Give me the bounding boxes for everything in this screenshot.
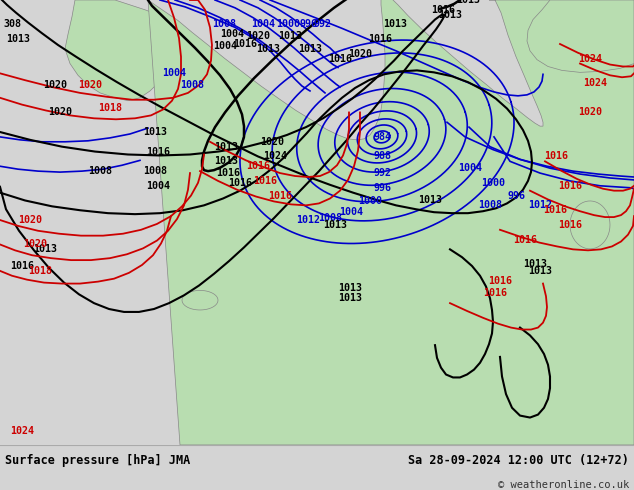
Text: 1004: 1004 [213,41,237,51]
Text: 1016: 1016 [233,39,257,49]
Text: © weatheronline.co.uk: © weatheronline.co.uk [498,480,629,490]
Text: 1012: 1012 [528,200,552,210]
Text: 992: 992 [373,168,391,178]
Text: 1016: 1016 [368,34,392,44]
Polygon shape [65,0,172,101]
Text: 1004: 1004 [251,20,275,29]
Text: 1013: 1013 [323,220,347,230]
Text: 1016: 1016 [253,176,277,186]
Text: 1020: 1020 [23,240,47,249]
Text: 1024: 1024 [583,78,607,88]
Text: 1018: 1018 [98,102,122,113]
Text: 1016: 1016 [431,5,455,15]
Text: 1013: 1013 [338,283,362,294]
Text: 1008: 1008 [143,166,167,176]
Text: 1004: 1004 [220,29,244,39]
Polygon shape [182,291,218,310]
Text: 1000: 1000 [481,178,505,188]
Text: 1020: 1020 [18,215,42,225]
Text: 1016: 1016 [146,147,170,157]
Text: 1004: 1004 [146,181,170,191]
Text: 1020: 1020 [43,80,67,90]
Text: 996: 996 [299,20,317,29]
Text: 1012: 1012 [296,215,320,225]
Text: Sa 28-09-2024 12:00 UTC (12+72): Sa 28-09-2024 12:00 UTC (12+72) [408,454,629,467]
Text: 1020: 1020 [48,107,72,118]
Text: 1013: 1013 [438,10,462,20]
Text: 1008: 1008 [318,213,342,223]
Text: 1013: 1013 [6,34,30,44]
Text: 988: 988 [373,151,391,162]
Text: 1016: 1016 [558,181,582,191]
Text: Surface pressure [hPa] JMA: Surface pressure [hPa] JMA [5,454,190,467]
Text: 1004: 1004 [458,163,482,173]
Text: 1013: 1013 [383,20,407,29]
Text: 1008: 1008 [212,20,236,29]
Text: 1008: 1008 [88,166,112,176]
Text: 1013: 1013 [418,196,442,205]
Text: 1004: 1004 [339,207,363,217]
Text: 1020: 1020 [78,80,102,90]
Polygon shape [570,201,610,249]
Text: 1020: 1020 [260,137,284,147]
Text: 1013: 1013 [143,127,167,137]
Text: 1018: 1018 [28,266,52,276]
Text: 1020: 1020 [246,31,270,41]
Text: 1024: 1024 [10,426,34,436]
Text: 1013: 1013 [214,142,238,152]
Text: 1016: 1016 [246,161,270,171]
Text: 1004: 1004 [162,68,186,78]
Text: 1016: 1016 [543,205,567,215]
Text: 1024: 1024 [263,151,287,162]
Text: 1013: 1013 [523,259,547,269]
Text: 1016: 1016 [328,54,352,64]
Text: 308: 308 [3,20,21,29]
Text: 1020: 1020 [578,107,602,118]
Text: 992: 992 [314,20,332,29]
Text: 1016: 1016 [268,191,292,200]
Text: 1024: 1024 [578,54,602,64]
Text: 1016: 1016 [228,178,252,188]
Polygon shape [148,0,634,445]
Text: 1016: 1016 [558,220,582,230]
Text: 1013: 1013 [456,0,480,5]
Text: 1013: 1013 [256,44,280,54]
Text: 1016: 1016 [483,288,507,298]
Text: 1013: 1013 [528,266,552,276]
Text: 1013: 1013 [298,44,322,54]
Text: 1013: 1013 [278,31,302,41]
Text: 1008: 1008 [478,200,502,210]
Text: 1013: 1013 [33,245,57,254]
Polygon shape [527,0,634,73]
Text: 984: 984 [373,132,391,142]
Text: 1013: 1013 [338,293,362,303]
Text: 1016: 1016 [10,261,34,271]
Text: 1000: 1000 [276,20,300,29]
Text: 1008: 1008 [180,80,204,90]
Text: 1016: 1016 [488,276,512,286]
Text: 1016: 1016 [513,235,537,245]
Text: 1020: 1020 [348,49,372,59]
Text: 1016: 1016 [544,151,568,162]
Text: 1000: 1000 [358,196,382,206]
Text: 996: 996 [508,191,526,200]
Text: 1013: 1013 [214,156,238,166]
Text: 1016: 1016 [216,168,240,178]
Text: 996: 996 [373,183,391,193]
